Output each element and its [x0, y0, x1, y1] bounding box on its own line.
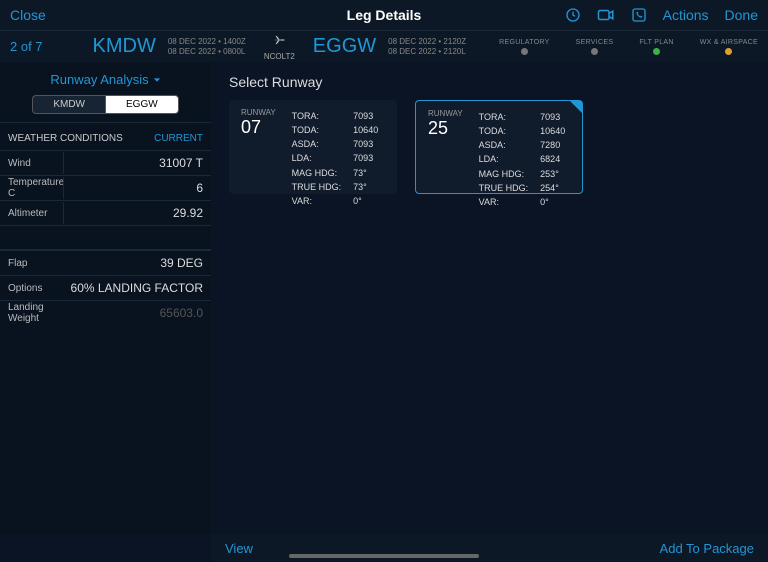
row-altimeter[interactable]: Altimeter29.92 [0, 200, 211, 225]
runway-analysis-dropdown[interactable]: Runway Analysis [0, 62, 211, 95]
status-wx-airspace[interactable]: WX & AIRSPACE [700, 39, 758, 55]
leg-pager[interactable]: 2 of 7 [10, 39, 43, 54]
weather-current-link[interactable]: CURRENT [154, 133, 203, 144]
row-temperature-c[interactable]: Temperature C6 [0, 175, 211, 200]
home-indicator [289, 554, 479, 558]
row-landing-weight[interactable]: Landing Weight65603.0 [0, 300, 211, 325]
row-options[interactable]: Options60% LANDING FACTOR [0, 275, 211, 300]
row-flap[interactable]: Flap39 DEG [0, 250, 211, 275]
status-services[interactable]: SERVICES [576, 39, 614, 55]
row-wind[interactable]: Wind31007 T [0, 150, 211, 175]
origin-airport[interactable]: KMDW [93, 35, 156, 58]
actions-button[interactable]: Actions [663, 7, 709, 23]
weather-header: WEATHER CONDITIONS [8, 133, 123, 144]
dest-times: 08 DEC 2022 • 2120Z08 DEC 2022 • 2120L [388, 37, 466, 56]
seg-eggw[interactable]: EGGW [105, 95, 179, 114]
dest-airport[interactable]: EGGW [313, 35, 376, 58]
origin-times: 08 DEC 2022 • 1400Z08 DEC 2022 • 0800L [168, 37, 246, 56]
video-icon[interactable] [597, 8, 615, 22]
airport-segment-control: KMDW EGGW [0, 95, 211, 122]
status-regulatory[interactable]: REGULATORY [499, 39, 549, 55]
add-to-package-button[interactable]: Add To Package [660, 541, 754, 556]
view-button[interactable]: View [225, 541, 253, 556]
select-runway-title: Select Runway [229, 74, 750, 90]
close-button[interactable]: Close [10, 7, 46, 23]
history-icon[interactable] [565, 7, 581, 23]
chevron-down-icon [153, 76, 161, 84]
seg-kmdw[interactable]: KMDW [32, 95, 105, 114]
runway-card-25[interactable]: RUNWAY25TORA:7093TODA:10640ASDA:7280LDA:… [415, 100, 583, 194]
aircraft-block: NCOLT2 [264, 33, 295, 61]
phone-icon[interactable] [631, 7, 647, 23]
status-flt-plan[interactable]: FLT PLAN [639, 39, 673, 55]
runway-card-07[interactable]: RUNWAY07TORA:7093TODA:10640ASDA:7093LDA:… [229, 100, 397, 194]
done-button[interactable]: Done [725, 7, 758, 23]
